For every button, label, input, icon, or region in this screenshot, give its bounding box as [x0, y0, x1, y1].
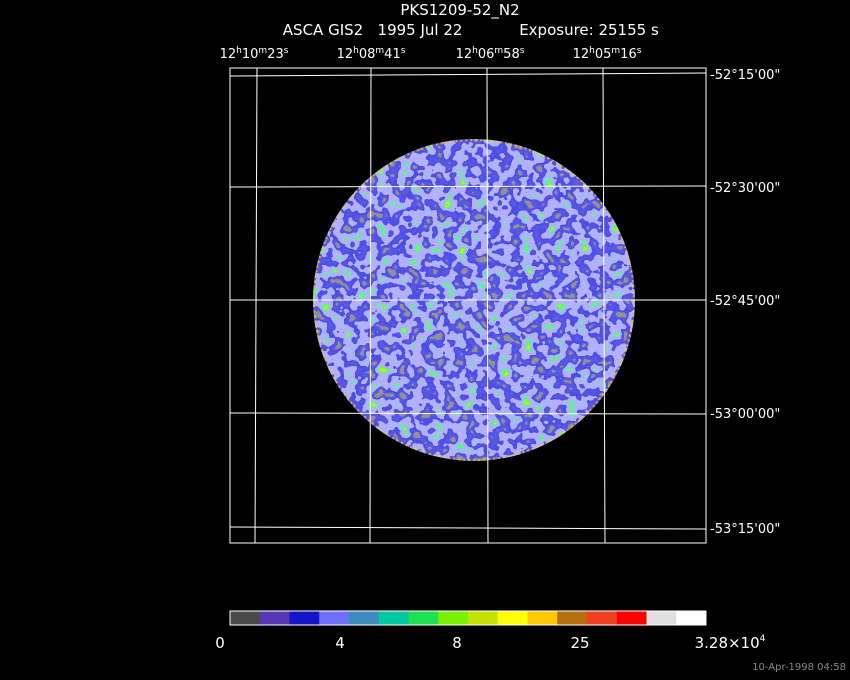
colorbar-swatch	[676, 611, 707, 625]
ra-label-part: s	[401, 46, 406, 56]
ra-label-part: s	[637, 46, 642, 56]
ra-label-part: m	[375, 46, 384, 56]
ra-label-part: m	[258, 46, 267, 56]
colorbar-swatch	[319, 611, 350, 625]
ra-label-part: 12	[456, 47, 473, 62]
coordinate-grid	[229, 67, 707, 544]
ra-label-part: s	[520, 46, 525, 56]
ra-label-part: 58	[503, 47, 520, 62]
ra-label-part: 12	[573, 47, 590, 62]
ra-label-part: s	[284, 46, 289, 56]
colorbar-frame	[229, 610, 707, 626]
dec-label: -52°15'00"	[710, 68, 780, 83]
dec-label: -53°00'00"	[710, 407, 780, 422]
dec-label: -52°45'00"	[710, 294, 780, 309]
ra-label-part: 16	[620, 47, 637, 62]
ra-grid-line	[602, 67, 606, 544]
colorbar-swatch	[438, 611, 469, 625]
ra-grid-line	[369, 67, 372, 544]
colorbar-swatch	[587, 611, 618, 625]
instrument: ASCA GIS2	[283, 21, 363, 39]
ra-label-part: m	[494, 46, 503, 56]
ra-label-part: m	[611, 46, 620, 56]
ra-label-part: h	[472, 46, 478, 56]
colorbar-swatch	[289, 611, 320, 625]
timestamp: 10-Apr-1998 04:58	[752, 662, 846, 673]
colorbar: 0 4 8 25	[215, 610, 707, 652]
colorbar-label: 25	[570, 634, 589, 652]
dec-grid-line	[229, 412, 707, 415]
exposure: Exposure: 25155 s	[519, 21, 659, 39]
ra-label-part: 05	[595, 47, 612, 62]
dec-label: -53°15'00"	[710, 522, 780, 537]
ra-label-part: h	[353, 46, 359, 56]
ra-label: 12h06m58s	[456, 46, 525, 62]
colorbar-swatch	[468, 611, 499, 625]
plot-frame	[229, 67, 707, 544]
colorbar-swatch	[259, 611, 290, 625]
colorbar-swatch	[527, 611, 558, 625]
ra-label-part: 06	[478, 47, 495, 62]
date: 1995 Jul 22	[378, 21, 463, 39]
ra-label-part: h	[589, 46, 595, 56]
colorbar-swatch	[616, 611, 647, 625]
colorbar-swatch	[557, 611, 588, 625]
dec-grid-line	[229, 526, 707, 530]
ra-label-part: h	[236, 46, 242, 56]
ra-label: 12h08m41s	[337, 46, 406, 62]
dec-grid-line	[229, 72, 707, 77]
colorbar-swatch	[378, 611, 409, 625]
ra-label-part: 10	[242, 47, 259, 62]
ra-grid-line	[486, 67, 489, 544]
ra-grid-line	[254, 67, 258, 544]
ra-label-part: 41	[384, 47, 401, 62]
colorbar-label: 4	[335, 634, 345, 652]
colorbar-swatch	[230, 611, 261, 625]
colorbar-label: 8	[452, 634, 462, 652]
ra-label-part: 12	[220, 47, 237, 62]
colorbar-label: 0	[215, 634, 225, 652]
dec-grid-line	[229, 185, 707, 188]
ra-label: 12h10m23s	[220, 46, 289, 62]
colorbar-swatch	[349, 611, 380, 625]
colorbar-swatch	[646, 611, 677, 625]
max-exponent: 4	[760, 634, 766, 644]
ra-label-part: 12	[337, 47, 354, 62]
max-mantissa: 3.28×10	[695, 634, 760, 652]
colorbar-swatch	[497, 611, 528, 625]
ra-label-part: 08	[359, 47, 376, 62]
dec-label: -52°30'00"	[710, 181, 780, 196]
colorbar-max-label: 3.28×104	[695, 634, 766, 652]
ra-label-part: 23	[267, 47, 284, 62]
ra-label: 12h05m16s	[573, 46, 642, 62]
colorbar-swatch	[408, 611, 439, 625]
ra-labels: 12h10m23s 12h08m41s 12h06m58s 12h05m16s	[220, 46, 642, 62]
title: PKS1209-52_N2	[400, 1, 519, 20]
dec-labels: -52°15'00" -52°30'00" -52°45'00" -53°00'00"…	[710, 68, 780, 537]
